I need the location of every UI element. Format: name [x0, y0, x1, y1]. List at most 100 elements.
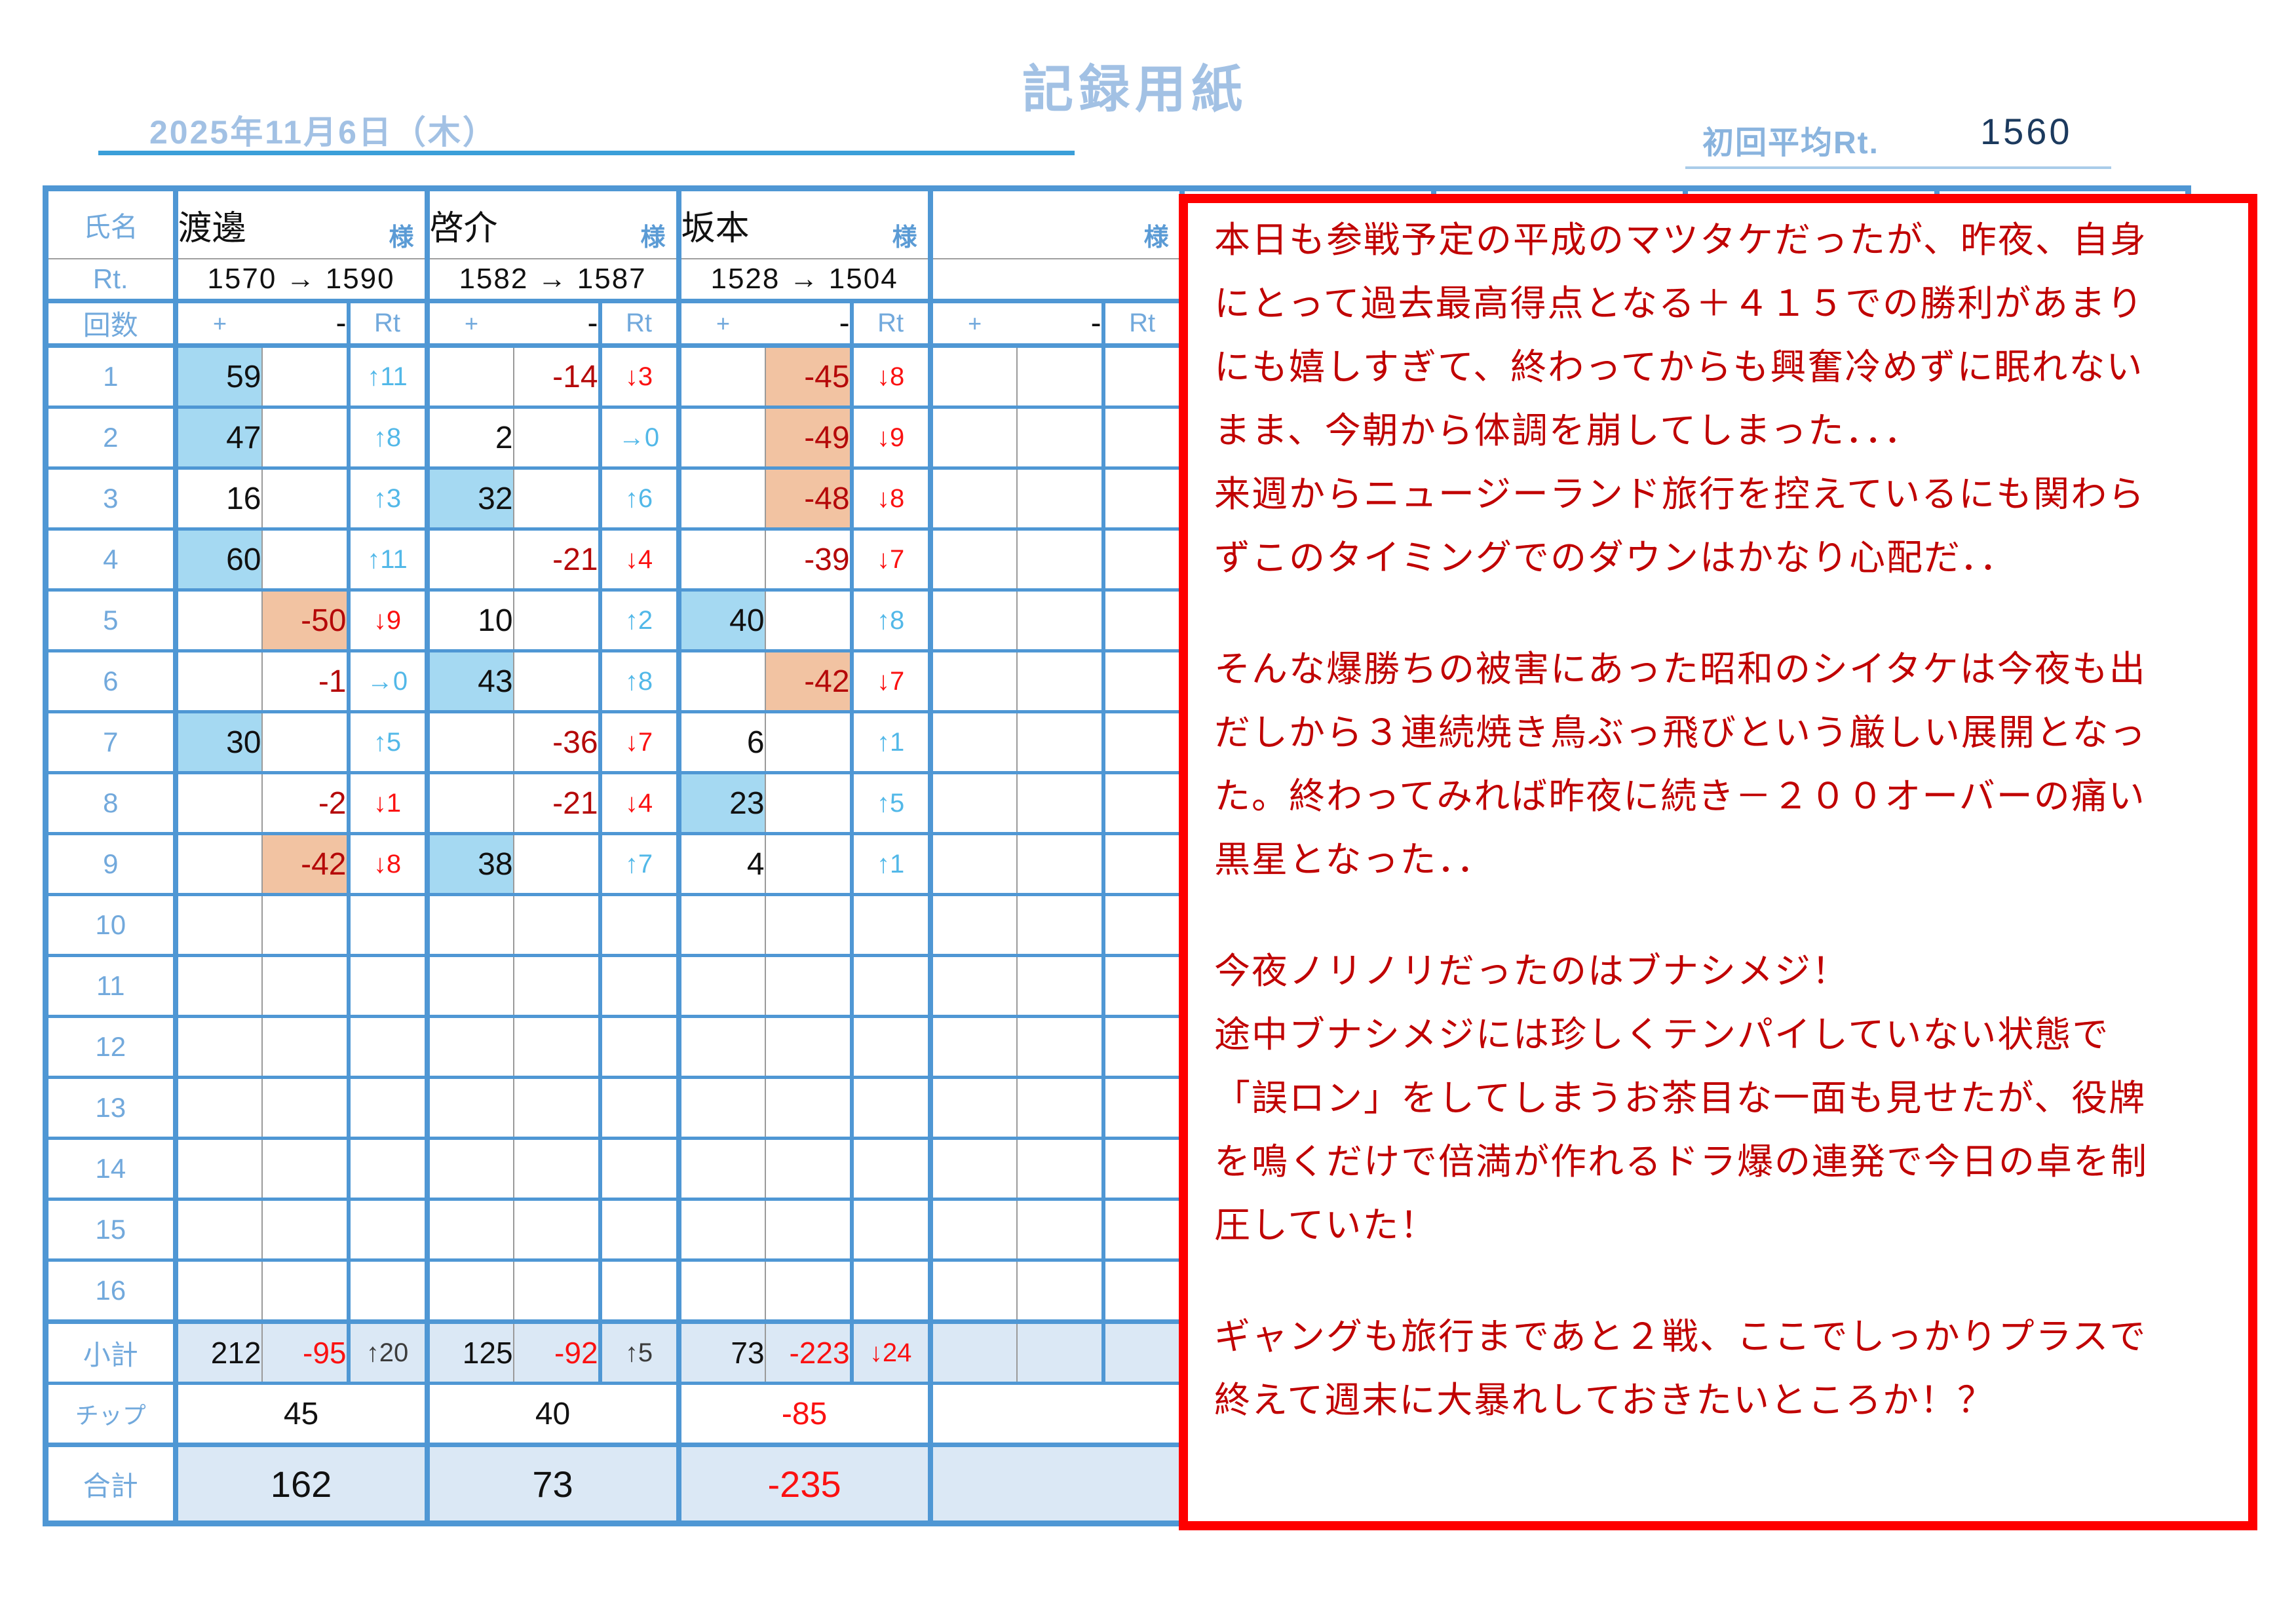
player-rt-change: 1528 → 1504: [676, 258, 930, 301]
score-cell-plus: [927, 1258, 1017, 1322]
score-cell-plus: [424, 954, 514, 1017]
total-value: 162: [172, 1443, 427, 1524]
note-blank-line: [1214, 590, 2231, 637]
rt-delta-cell: [849, 954, 930, 1017]
rt-delta-cell: [1101, 406, 1182, 468]
rt-delta-cell: [1101, 832, 1182, 895]
minus-column-header: -: [765, 299, 852, 348]
score-cell-minus: -42: [261, 832, 349, 895]
note-blank-line: [1214, 892, 2231, 939]
negative-score: -1: [318, 664, 347, 699]
score-cell-plus: 2: [424, 406, 514, 468]
honorific-sama: 様: [640, 224, 666, 252]
rt-delta-cell: [346, 1076, 427, 1139]
score-cell-minus: [261, 527, 349, 590]
rt-delta-cell: [346, 1258, 427, 1322]
rt-delta-cell: [598, 954, 679, 1017]
plus-column-header: +: [424, 299, 514, 348]
score-cell-minus: [1016, 345, 1103, 407]
note-text-line: にも嬉しすぎて、終わってからも興奮冷めずに眠れない: [1214, 347, 2144, 387]
player-rt-change: 1582 → 1587: [424, 258, 679, 301]
score-cell-plus: [927, 466, 1017, 529]
note-text-line: 「誤ロン」をしてしまうお茶目な一面も見せたが、役牌: [1214, 1078, 2147, 1118]
minus-column-header: -: [513, 299, 600, 348]
rt-delta-cell: [598, 893, 679, 956]
player-name: 渡邊: [178, 209, 246, 248]
honorific-sama: 様: [892, 224, 917, 252]
note-text-line: 今夜ノリノリだったのはブナシメジ！: [1214, 951, 1850, 991]
rt-delta-cell: ↓9: [849, 406, 930, 468]
game-row-number: 6: [45, 649, 176, 712]
score-cell-minus: [1016, 832, 1103, 895]
rt-delta-cell: ↑8: [849, 588, 930, 651]
score-cell-plus: [172, 832, 262, 895]
rt-delta-cell: ↑8: [598, 649, 679, 712]
rt-delta-cell: [1101, 1015, 1182, 1078]
score-cell-minus: [512, 1198, 600, 1260]
rt-delta-cell: [1101, 771, 1182, 834]
game-row-number: 8: [45, 771, 176, 834]
subtotal-plus: 125: [424, 1319, 514, 1384]
score-cell-minus: [1016, 710, 1103, 773]
score-cell-minus: [764, 710, 852, 773]
negative-score: -36: [552, 725, 598, 760]
score-cell-plus: [676, 345, 765, 407]
score-cell-minus: -50: [261, 588, 349, 651]
score-cell-plus: [927, 832, 1017, 895]
rt-delta-cell: [849, 1076, 930, 1139]
rt-delta-cell: ↓8: [346, 832, 427, 895]
score-cell-minus: -45: [764, 345, 852, 407]
game-row-number: 11: [45, 954, 176, 1017]
rt-delta-cell: [1101, 1076, 1182, 1139]
rt-column-header: Rt: [598, 299, 679, 348]
score-cell-plus: [676, 1258, 765, 1322]
score-cell-plus: [676, 893, 765, 956]
score-cell-minus: [1016, 466, 1103, 529]
average-rt-value: 1560: [1980, 111, 2073, 152]
score-cell-plus: [676, 1015, 765, 1078]
subtotal-rt-delta: ↑5: [598, 1319, 679, 1384]
score-cell-minus: [1016, 1015, 1103, 1078]
rt-delta-cell: ↑6: [598, 466, 679, 529]
score-cell-plus: [927, 1015, 1017, 1078]
subtotal-minus: [1016, 1319, 1103, 1384]
subtotal-rt-delta: ↓24: [849, 1319, 930, 1384]
rt-delta-cell: ↓1: [346, 771, 427, 834]
score-cell-minus: [1016, 527, 1103, 590]
score-cell-plus: [424, 1137, 514, 1199]
rt-delta-cell: [1101, 893, 1182, 956]
score-cell-minus: [261, 406, 349, 468]
score-cell-plus: [172, 588, 262, 651]
rt-delta-cell: ↓3: [598, 345, 679, 407]
score-cell-plus: 59: [172, 345, 262, 407]
rt-delta-cell: [1101, 1258, 1182, 1322]
note-text-line: そんな爆勝ちの被害にあった昭和のシイタケは今夜も出: [1214, 649, 2147, 689]
rt-delta-cell: ↓7: [598, 710, 679, 773]
player-name-cell: 渡邊 様: [172, 188, 427, 259]
score-cell-minus: [1016, 1258, 1103, 1322]
total-label: 合計: [45, 1443, 176, 1524]
negative-score: -39: [804, 542, 850, 577]
score-cell-minus: [764, 893, 852, 956]
negative-score: -42: [301, 846, 347, 882]
subtotal-minus: -223: [764, 1319, 852, 1384]
score-cell-plus: [424, 527, 514, 590]
score-cell-plus: [676, 406, 765, 468]
score-cell-plus: [172, 1258, 262, 1322]
score-cell-minus: [512, 1076, 600, 1139]
score-cell-minus: [261, 1076, 349, 1139]
score-cell-plus: [676, 649, 765, 712]
rt-delta-cell: [849, 1015, 930, 1078]
rt-delta-cell: [346, 1015, 427, 1078]
player-rt-change: [927, 258, 1182, 301]
score-cell-plus: [676, 466, 765, 529]
note-text-line: ギャングも旅行まであと２戦、ここでしっかりプラスで: [1214, 1316, 2147, 1357]
score-cell-plus: [172, 649, 262, 712]
negative-score: -49: [804, 420, 850, 455]
subtotal-minus: -92: [512, 1319, 600, 1384]
subtotal-negative: -92: [554, 1336, 598, 1370]
rt-delta-cell: [1101, 466, 1182, 529]
minus-column-header: -: [1016, 299, 1103, 348]
score-cell-minus: [512, 954, 600, 1017]
chip-value: [927, 1382, 1182, 1445]
